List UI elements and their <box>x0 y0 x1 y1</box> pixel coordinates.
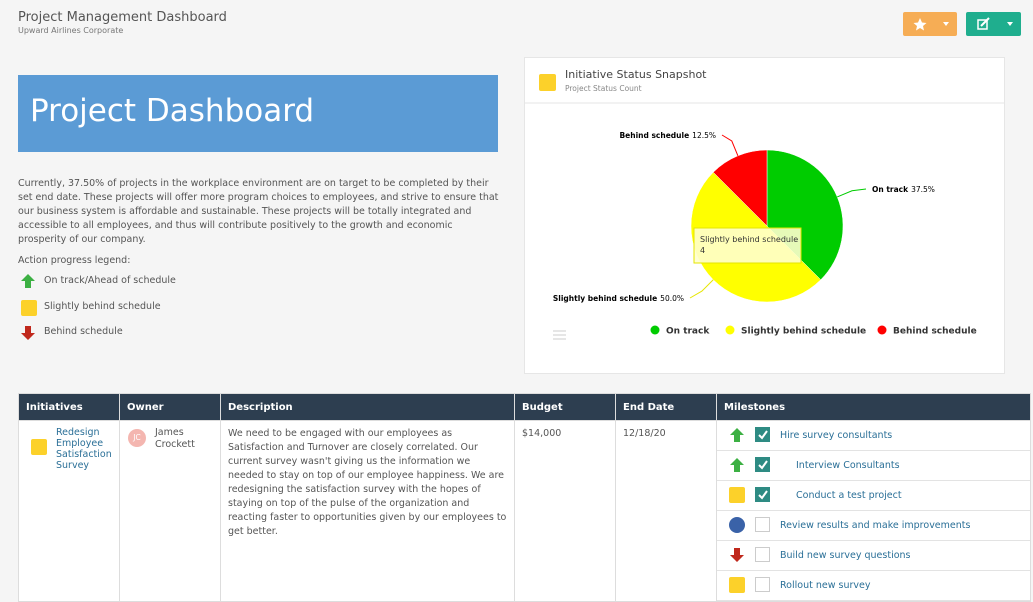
chart-icon <box>539 74 556 91</box>
chart-card: On track37.5%Slightly behind schedule50.… <box>524 57 1005 374</box>
status-icon <box>729 577 745 593</box>
milestone: Review results and make improvements <box>717 511 1030 541</box>
checkbox[interactable] <box>755 547 770 562</box>
status-icon <box>31 439 47 455</box>
data-label: Slightly behind schedule50.0% <box>553 294 684 303</box>
data-label-name: Behind schedule <box>619 131 689 140</box>
legend-marker <box>877 325 887 335</box>
legend-label: On track <box>666 327 710 337</box>
milestone: Interview Consultants <box>717 451 1030 481</box>
checkbox[interactable] <box>755 487 770 502</box>
milestone-link[interactable]: Hire survey consultants <box>780 430 893 441</box>
milestone: Rollout new survey <box>717 571 1030 601</box>
data-label-value: 37.5% <box>911 185 935 194</box>
pie-slice <box>766 149 844 281</box>
column-header: Owner <box>119 393 221 421</box>
column-header: Description <box>220 393 515 421</box>
legend-label: Slightly behind schedule <box>741 327 866 337</box>
chart-subtitle: Project Status Count <box>565 84 642 93</box>
edit-button[interactable] <box>966 12 1021 36</box>
banner-title: Project Dashboard <box>30 93 315 129</box>
data-label-name: Slightly behind schedule <box>553 294 657 303</box>
milestone: Build new survey questions <box>717 541 1030 571</box>
legend-item: Behind schedule <box>44 326 123 337</box>
favorite-button[interactable] <box>903 12 957 36</box>
milestone-link[interactable]: Build new survey questions <box>780 550 911 561</box>
data-label-value: 12.5% <box>692 131 716 140</box>
menu-icon[interactable] <box>553 330 566 340</box>
status-icon <box>730 548 744 562</box>
legend-title: Action progress legend: <box>18 255 131 266</box>
data-label-value: 50.0% <box>660 294 684 303</box>
milestone: Hire survey consultants <box>717 421 1030 451</box>
checkbox[interactable] <box>755 517 770 532</box>
column-header: Budget <box>514 393 616 421</box>
star-icon <box>913 18 949 31</box>
column-header: End Date <box>615 393 717 421</box>
tooltip-name: Slightly behind schedule <box>700 235 798 244</box>
intro-text: Currently, 37.50% of projects in the wor… <box>18 178 499 245</box>
status-icon <box>730 458 744 472</box>
status-icon <box>729 517 745 533</box>
legend-marker <box>650 325 660 335</box>
connector <box>721 134 739 156</box>
owner-name: James Crockett <box>155 427 195 450</box>
checkbox[interactable] <box>755 427 770 442</box>
budget-cell: $14,000 <box>514 420 616 602</box>
data-label-name: On track <box>872 185 909 194</box>
pie-slice <box>712 149 768 227</box>
milestone-link[interactable]: Review results and make improvements <box>780 520 971 531</box>
milestone-link[interactable]: Rollout new survey <box>780 580 871 591</box>
milestone-link[interactable]: Interview Consultants <box>796 460 900 471</box>
legend-icons <box>21 274 37 340</box>
banner: Project Dashboard <box>18 75 498 152</box>
chart-title: Initiative Status Snapshot <box>565 68 707 81</box>
status-icon <box>730 428 744 442</box>
checkbox[interactable] <box>755 457 770 472</box>
edit-icon <box>977 17 1013 30</box>
tooltip-value: 4 <box>700 246 705 255</box>
milestones-cell: Hire survey consultants Interview Consul… <box>716 420 1031 602</box>
initiatives-table: Initiatives Owner Description Budget End… <box>18 393 1031 602</box>
end-date-cell: 12/18/20 <box>615 420 717 602</box>
data-label: Behind schedule12.5% <box>619 131 716 140</box>
status-icon <box>729 487 745 503</box>
legend-item: Slightly behind schedule <box>44 301 161 312</box>
page-title: Project Management Dashboard <box>18 10 227 25</box>
milestone: Conduct a test project <box>717 481 1030 511</box>
connector <box>689 279 714 299</box>
chart: On track37.5%Slightly behind schedule50.… <box>525 74 1004 340</box>
row: Redesign Employee Satisfaction Survey JC… <box>18 420 1031 602</box>
legend-item: On track/Ahead of schedule <box>44 275 176 286</box>
legend-marker <box>725 325 735 335</box>
checkbox[interactable] <box>755 577 770 592</box>
avatar: JC <box>128 429 146 447</box>
initiative-link[interactable]: Redesign Employee Satisfaction Survey <box>56 427 112 471</box>
header-row: Initiatives Owner Description Budget End… <box>18 393 1031 421</box>
initiative-cell: Redesign Employee Satisfaction Survey <box>18 420 120 602</box>
page-subtitle: Upward Airlines Corporate <box>18 26 124 35</box>
connector <box>837 188 867 198</box>
description-cell: We need to be engaged with our employees… <box>220 420 515 602</box>
milestone-link[interactable]: Conduct a test project <box>796 490 902 501</box>
tooltip <box>693 227 802 264</box>
legend-label: Behind schedule <box>893 327 977 337</box>
data-label: On track37.5% <box>872 185 935 194</box>
column-header: Initiatives <box>18 393 120 421</box>
column-header: Milestones <box>716 393 1031 421</box>
owner-cell: JC James Crockett <box>119 420 221 602</box>
